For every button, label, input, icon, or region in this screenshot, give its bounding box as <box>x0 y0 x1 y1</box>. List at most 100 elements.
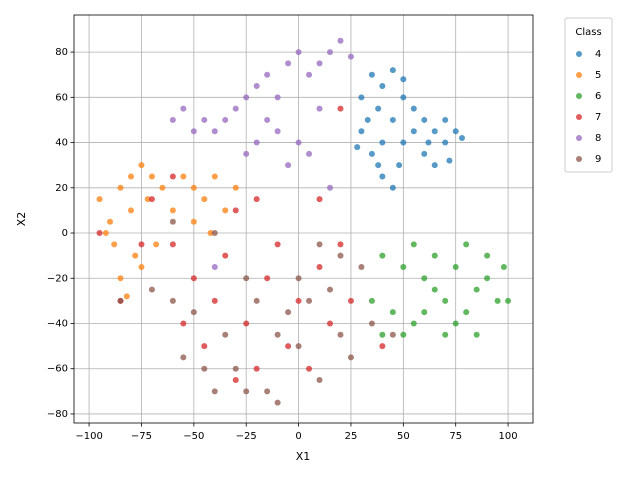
point <box>253 196 260 203</box>
point <box>96 230 103 237</box>
point <box>375 105 382 112</box>
point <box>190 128 197 135</box>
point <box>421 150 428 157</box>
point <box>127 173 134 180</box>
point <box>452 263 459 270</box>
point <box>306 297 313 304</box>
legend-label: 7 <box>595 112 601 123</box>
y-tick-label: −60 <box>47 364 68 375</box>
point <box>410 320 417 327</box>
y-tick-label: −40 <box>47 318 68 329</box>
point <box>211 263 218 270</box>
point <box>253 297 260 304</box>
point <box>253 139 260 146</box>
point <box>358 128 365 135</box>
point <box>316 241 323 248</box>
plot-frame <box>73 14 534 424</box>
point <box>211 173 218 180</box>
point <box>327 49 334 56</box>
point <box>410 241 417 248</box>
point <box>169 241 176 248</box>
point <box>211 230 218 237</box>
point <box>285 343 292 350</box>
point <box>232 105 239 112</box>
legend-marker <box>576 156 582 162</box>
point <box>264 275 271 282</box>
point <box>190 184 197 191</box>
point <box>389 331 396 338</box>
legend-marker <box>576 135 582 141</box>
point <box>96 196 103 203</box>
point <box>431 286 438 293</box>
point <box>211 297 218 304</box>
point <box>337 37 344 44</box>
point <box>232 184 239 191</box>
point <box>285 162 292 169</box>
point <box>452 320 459 327</box>
x-tick-label: −100 <box>75 431 102 442</box>
point <box>500 263 507 270</box>
point <box>138 241 145 248</box>
point <box>327 286 334 293</box>
point <box>132 252 139 259</box>
point <box>180 173 187 180</box>
point <box>201 196 208 203</box>
point <box>337 331 344 338</box>
point <box>295 297 302 304</box>
point <box>144 196 151 203</box>
legend-label: 8 <box>595 133 601 144</box>
point <box>264 388 271 395</box>
point <box>243 150 250 157</box>
point <box>400 94 407 101</box>
point <box>458 135 465 142</box>
point <box>201 365 208 372</box>
point <box>389 184 396 191</box>
point <box>107 218 114 225</box>
point <box>148 196 155 203</box>
x-tick-label: 0 <box>295 431 301 442</box>
point <box>484 275 491 282</box>
point <box>425 139 432 146</box>
point <box>364 116 371 123</box>
point <box>396 162 403 169</box>
point <box>264 71 271 78</box>
point <box>337 105 344 112</box>
point <box>169 218 176 225</box>
point <box>285 309 292 316</box>
point <box>295 343 302 350</box>
point <box>169 173 176 180</box>
point <box>442 139 449 146</box>
point <box>243 388 250 395</box>
point <box>431 128 438 135</box>
point <box>431 252 438 259</box>
y-tick-label: −20 <box>47 273 68 284</box>
point <box>222 331 229 338</box>
point <box>123 293 130 300</box>
y-tick-label: −80 <box>47 409 68 420</box>
legend-marker <box>576 114 582 120</box>
point <box>473 286 480 293</box>
point <box>389 67 396 74</box>
point <box>117 184 124 191</box>
point <box>148 173 155 180</box>
x-tick-label: 75 <box>449 431 462 442</box>
point <box>180 354 187 361</box>
point <box>138 263 145 270</box>
x-tick-label: 50 <box>397 431 410 442</box>
x-tick-label: −25 <box>236 431 257 442</box>
point <box>400 139 407 146</box>
grid <box>74 15 533 423</box>
y-tick-label: 60 <box>55 92 68 103</box>
point <box>379 252 386 259</box>
point <box>368 297 375 304</box>
point <box>442 116 449 123</box>
point <box>274 94 281 101</box>
point <box>389 309 396 316</box>
point <box>180 320 187 327</box>
point <box>274 241 281 248</box>
x-tick-label: −50 <box>183 431 204 442</box>
point <box>379 83 386 90</box>
point <box>347 53 354 60</box>
point <box>358 263 365 270</box>
